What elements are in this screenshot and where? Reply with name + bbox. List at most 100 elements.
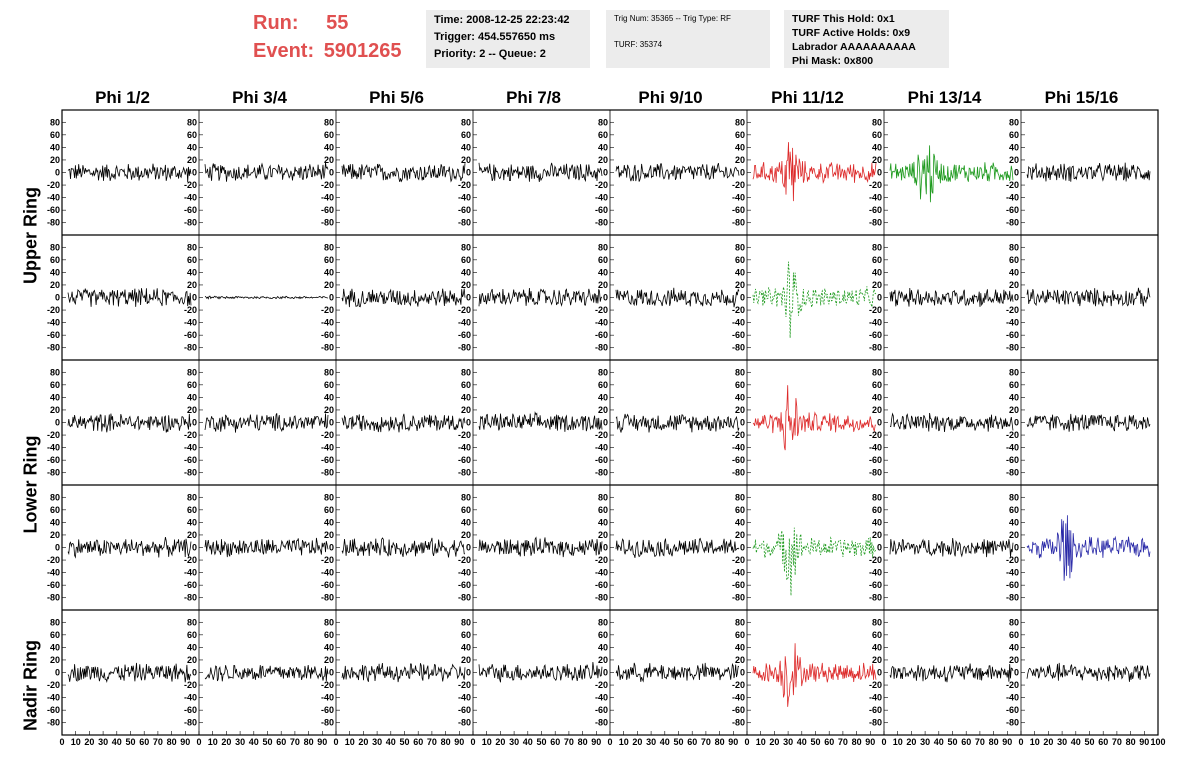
y-tick-label: 60 <box>1009 380 1019 390</box>
waveform-trace <box>341 662 466 683</box>
y-tick-label: -60 <box>595 330 608 340</box>
y-tick-label: -40 <box>321 193 334 203</box>
y-tick-label: 40 <box>735 392 745 402</box>
y-tick-label: 80 <box>324 242 334 252</box>
y-tick-label: -20 <box>595 430 608 440</box>
waveform-trace <box>615 537 740 559</box>
y-tick-label: 60 <box>872 630 882 640</box>
y-tick-label: 0 <box>192 668 197 678</box>
turf-active-holds-text: TURF Active Holds: 0x9 <box>792 27 911 39</box>
waveform-trace <box>889 287 1014 307</box>
y-tick-label: -60 <box>732 705 745 715</box>
y-tick-label: 40 <box>872 392 882 402</box>
y-tick-label: 40 <box>324 142 334 152</box>
y-tick-label: 20 <box>324 405 334 415</box>
y-tick-label: 60 <box>187 380 197 390</box>
waveform-trace <box>341 537 466 558</box>
y-tick-label: -40 <box>595 568 608 578</box>
y-tick-label: 80 <box>187 117 197 127</box>
y-tick-label: -60 <box>458 580 471 590</box>
y-tick-label: 60 <box>187 630 197 640</box>
y-tick-label: -80 <box>595 718 608 728</box>
event-label: Event: 5901265 <box>253 40 402 63</box>
y-tick-label: 20 <box>1009 405 1019 415</box>
waveform-trace <box>478 661 603 683</box>
y-tick-label: 20 <box>872 280 882 290</box>
y-tick-label: -80 <box>869 718 882 728</box>
x-tick-label: 50 <box>1084 737 1094 747</box>
waveform-trace <box>890 412 1014 433</box>
y-tick-label: -40 <box>732 693 745 703</box>
y-tick-label: 40 <box>735 517 745 527</box>
y-tick-label: 0 <box>466 293 471 303</box>
y-tick-label: 60 <box>872 505 882 515</box>
waveform-trace <box>341 163 466 183</box>
x-tick-label: 10 <box>71 737 81 747</box>
y-tick-label: 20 <box>735 155 745 165</box>
x-tick-label: 30 <box>98 737 108 747</box>
y-tick-label: -20 <box>1006 180 1019 190</box>
y-tick-label: 40 <box>598 392 608 402</box>
y-tick-label: 60 <box>324 255 334 265</box>
y-tick-label: 40 <box>187 392 197 402</box>
y-tick-label: -40 <box>458 693 471 703</box>
y-tick-label: 80 <box>1009 117 1019 127</box>
x-tick-label: 10 <box>482 737 492 747</box>
y-tick-label: -40 <box>1006 568 1019 578</box>
y-tick-label: 0 <box>55 418 60 428</box>
x-tick-label: 40 <box>660 737 670 747</box>
x-tick-label: 50 <box>536 737 546 747</box>
y-tick-label: -20 <box>321 305 334 315</box>
y-tick-label: 80 <box>187 492 197 502</box>
y-tick-label: 20 <box>50 280 60 290</box>
y-tick-label: 60 <box>872 130 882 140</box>
y-tick-label: -40 <box>869 568 882 578</box>
y-tick-label: 80 <box>872 617 882 627</box>
y-tick-label: 40 <box>50 142 60 152</box>
y-tick-label: 20 <box>598 405 608 415</box>
y-tick-label: -20 <box>184 180 197 190</box>
y-tick-label: 20 <box>735 655 745 665</box>
y-tick-label: 40 <box>461 142 471 152</box>
y-tick-label: -60 <box>321 580 334 590</box>
y-tick-label: 40 <box>735 142 745 152</box>
run-label-text: Run: <box>253 12 299 34</box>
y-tick-label: 60 <box>50 505 60 515</box>
y-tick-label: 60 <box>461 630 471 640</box>
y-tick-label: -20 <box>184 555 197 565</box>
y-tick-label: 40 <box>50 517 60 527</box>
x-tick-label: 0 <box>333 737 338 747</box>
y-tick-label: -80 <box>1006 468 1019 478</box>
waveform-trace <box>67 537 192 559</box>
x-tick-label: 60 <box>139 737 149 747</box>
x-tick-label: 60 <box>824 737 834 747</box>
y-tick-label: -20 <box>869 555 882 565</box>
y-tick-label: -20 <box>321 680 334 690</box>
y-tick-label: -60 <box>595 455 608 465</box>
y-tick-label: 80 <box>50 117 60 127</box>
y-tick-label: 60 <box>598 130 608 140</box>
y-tick-label: -60 <box>47 205 60 215</box>
y-tick-label: 20 <box>187 405 197 415</box>
x-tick-label: 40 <box>523 737 533 747</box>
y-tick-label: -60 <box>47 455 60 465</box>
y-tick-label: -80 <box>321 718 334 728</box>
y-tick-label: 40 <box>461 642 471 652</box>
y-tick-label: -40 <box>732 443 745 453</box>
y-tick-label: -60 <box>321 455 334 465</box>
y-tick-label: 60 <box>735 505 745 515</box>
y-tick-label: 0 <box>192 418 197 428</box>
y-tick-label: 40 <box>872 142 882 152</box>
y-tick-label: 60 <box>324 630 334 640</box>
x-tick-label: 70 <box>564 737 574 747</box>
y-tick-label: 80 <box>461 367 471 377</box>
y-tick-label: -80 <box>1006 593 1019 603</box>
x-tick-label: 100 <box>1150 737 1165 747</box>
x-tick-label: 70 <box>701 737 711 747</box>
y-tick-label: 20 <box>461 530 471 540</box>
waveform-trace <box>615 287 740 308</box>
run-value: 55 <box>326 12 349 34</box>
y-tick-label: 60 <box>187 505 197 515</box>
y-tick-label: 20 <box>50 655 60 665</box>
y-tick-label: 0 <box>603 668 608 678</box>
